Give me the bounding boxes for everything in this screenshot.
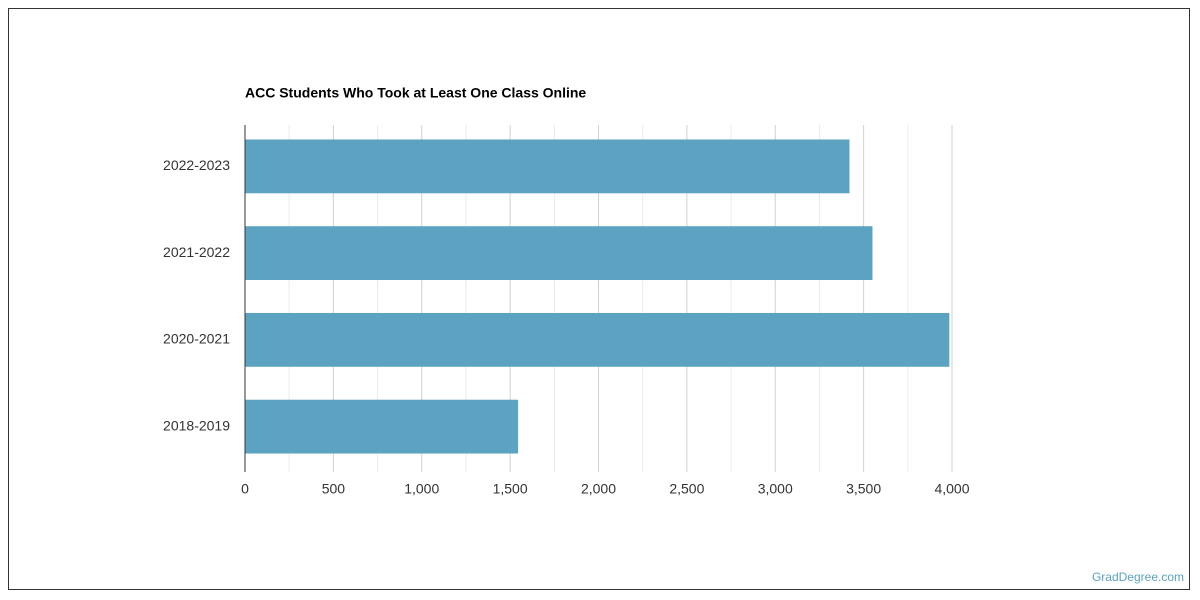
x-tick-label: 500 <box>322 481 346 497</box>
x-tick-label: 1,500 <box>493 481 528 497</box>
x-tick-label: 2,500 <box>669 481 704 497</box>
x-tick-label: 3,000 <box>758 481 793 497</box>
x-tick-label: 0 <box>241 481 249 497</box>
bar <box>245 399 519 454</box>
x-tick-label: 4,000 <box>934 481 969 497</box>
bar <box>245 226 873 281</box>
bar <box>245 312 950 367</box>
x-tick-label: 1,000 <box>404 481 439 497</box>
watermark[interactable]: GradDegree.com <box>1092 570 1184 584</box>
y-tick-label: 2020-2021 <box>163 331 230 347</box>
y-tick-label: 2018-2019 <box>163 417 230 433</box>
x-tick-label: 2,000 <box>581 481 616 497</box>
bar <box>245 139 850 194</box>
y-tick-label: 2022-2023 <box>163 157 230 173</box>
chart-title: ACC Students Who Took at Least One Class… <box>245 85 586 101</box>
y-tick-label: 2021-2022 <box>163 244 230 260</box>
x-tick-label: 3,500 <box>846 481 881 497</box>
